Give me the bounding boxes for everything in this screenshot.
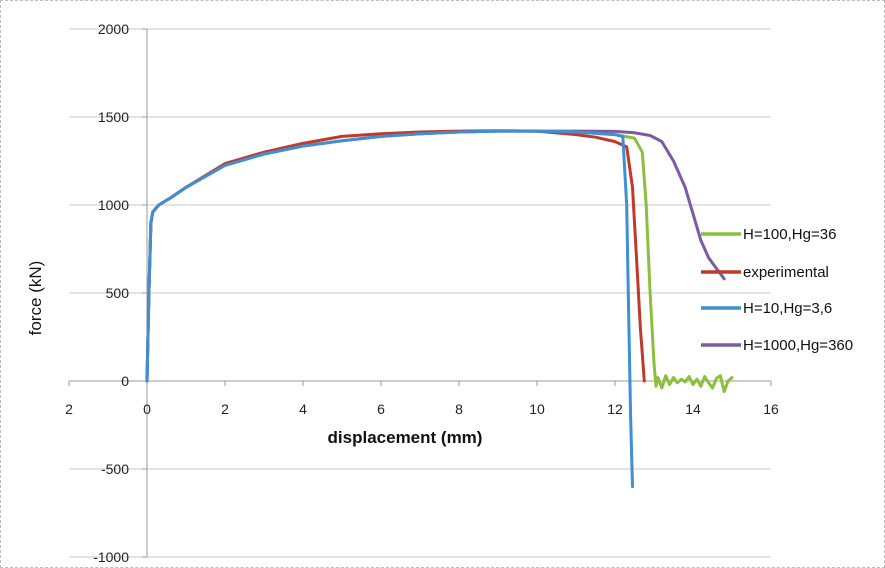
x-tick-label-2: 2 [221,401,229,417]
y-tick-label-5: 1500 [98,109,129,125]
x-tick-label-7: 12 [607,401,623,417]
x-tick-label-8: 14 [685,401,701,417]
y-axis-title: force (kN) [26,261,45,336]
grid-lines [69,29,771,557]
x-tick-label-6: 10 [529,401,545,417]
legend-label-3: H=1000,Hg=360 [743,337,853,354]
legend-label-1: experimental [743,264,829,281]
x-tick-label-9: 16 [763,401,779,417]
y-tick-label-6: 2000 [98,21,129,37]
legend-label-2: H=10,Hg=3,6 [743,300,832,317]
legend-label-0: H=100,Hg=36 [743,226,836,243]
series-line-0 [147,131,732,392]
x-tick-label-4: 6 [377,401,385,417]
y-tick-label-2: 0 [121,373,129,389]
x-tick-label-1: 0 [143,401,151,417]
x-tick-labels: 2 0 2 4 6 8 10 12 14 16 [65,401,779,417]
x-axis-title: displacement (mm) [328,428,483,447]
y-tick-label-0: -1000 [93,549,129,565]
legend: H=100,Hg=36 experimental H=10,Hg=3,6 H=1000… [701,226,853,354]
x-tick-label-5: 8 [455,401,463,417]
x-tick-label-0: 2 [65,401,73,417]
y-tick-label-4: 1000 [98,197,129,213]
y-tick-label-3: 500 [106,285,130,301]
y-tick-label-1: -500 [101,461,129,477]
x-tick-label-3: 4 [299,401,307,417]
